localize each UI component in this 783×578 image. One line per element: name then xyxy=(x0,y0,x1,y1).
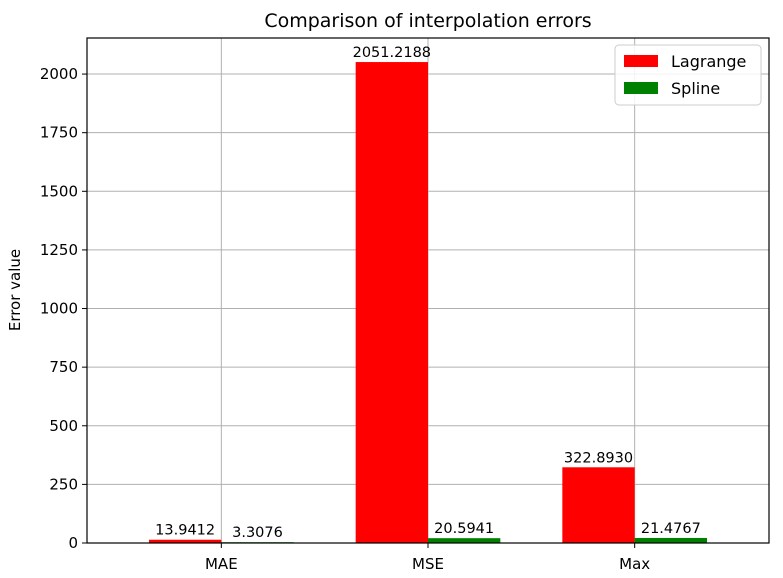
legend-label-spline: Spline xyxy=(671,79,720,98)
data-label: 21.4767 xyxy=(641,521,701,537)
bars xyxy=(149,62,707,543)
y-tick-label: 1000 xyxy=(40,300,78,318)
bar-lagrange-mse xyxy=(355,62,428,543)
legend-swatch-spline xyxy=(624,82,658,94)
data-label: 322.8930 xyxy=(564,450,633,466)
y-tick-label: 750 xyxy=(49,358,78,376)
y-tick-label: 0 xyxy=(68,534,78,552)
x-tick-label: Max xyxy=(619,555,650,573)
data-label: 2051.2188 xyxy=(353,45,431,61)
legend: Lagrange Spline xyxy=(614,44,762,106)
bar-lagrange-max xyxy=(562,467,635,543)
data-label: 13.9412 xyxy=(155,523,215,539)
x-tick-label: MAE xyxy=(205,555,238,573)
bar-spline-mse xyxy=(428,538,501,543)
legend-swatch-lagrange xyxy=(624,55,658,67)
data-labels: 13.9412 2051.2188 322.8930 3.3076 20.5941 21.… xyxy=(155,45,701,541)
y-tick-label: 1250 xyxy=(40,241,78,259)
x-tick-label: MSE xyxy=(412,555,444,573)
y-tick-label: 250 xyxy=(49,475,78,493)
bar-spline-max xyxy=(634,537,707,543)
axes: 0 250 500 750 1000 1250 1500 1750 2000 MAE MSE Max xyxy=(40,37,770,573)
y-tick-label: 2000 xyxy=(40,65,78,83)
data-label: 20.5941 xyxy=(434,521,494,537)
bar-lagrange-mae xyxy=(149,539,222,543)
y-tick-label: 1500 xyxy=(40,182,78,200)
chart-title: Comparison of interpolation errors xyxy=(264,10,591,32)
legend-label-lagrange: Lagrange xyxy=(671,52,746,71)
y-tick-label: 1750 xyxy=(40,124,78,142)
data-label: 3.3076 xyxy=(232,525,283,541)
y-tick-label: 500 xyxy=(49,417,78,435)
y-axis-label: Error value xyxy=(6,249,24,331)
